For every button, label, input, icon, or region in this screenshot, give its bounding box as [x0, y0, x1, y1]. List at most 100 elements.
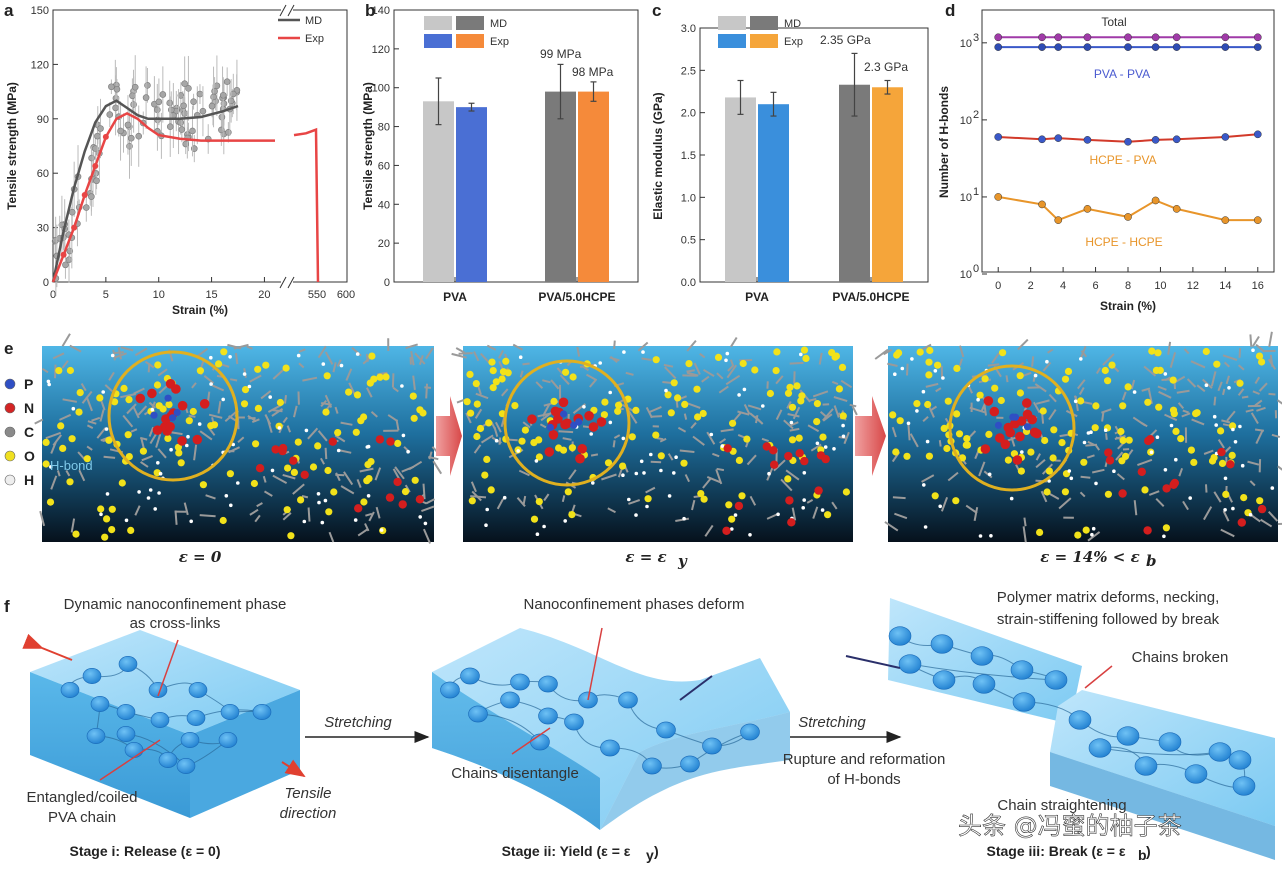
bond	[685, 414, 686, 420]
chart-a-xtick-label: 10	[153, 289, 165, 301]
bond	[1278, 400, 1282, 407]
atom-h	[536, 532, 540, 536]
nanophase-sphere	[539, 708, 558, 724]
chart-a-ytick-label: 120	[31, 59, 49, 71]
atom-h	[156, 461, 160, 465]
atom-o	[1040, 407, 1047, 414]
atom-n	[1015, 432, 1025, 442]
atom-o	[402, 488, 409, 495]
chart-d-point-hcpe-pva	[1055, 135, 1062, 142]
atom-o	[1217, 427, 1224, 434]
atom-o	[1074, 532, 1081, 539]
chart-a-legend-exp: Exp	[305, 33, 324, 45]
atom-h	[737, 393, 741, 397]
atom-o	[69, 435, 76, 442]
atom-o	[1005, 457, 1012, 464]
atom-h	[1164, 372, 1168, 376]
snapshot-3-caption: ε = 14% < ε	[1040, 548, 1139, 566]
atom-p	[575, 418, 582, 425]
atom-o	[59, 445, 66, 452]
chart-a-ytick-label: 60	[37, 168, 49, 180]
atom-n	[559, 398, 569, 408]
chart-a-ytick-label: 90	[37, 114, 49, 126]
atom-o	[287, 532, 294, 539]
atom-h	[400, 384, 404, 388]
atom-h	[495, 439, 499, 443]
atom-n	[551, 407, 561, 417]
atom-o	[565, 488, 572, 495]
chart-d-point-hcpe-hcpe	[1152, 197, 1159, 204]
chart-a-scatter-point	[88, 194, 94, 200]
chart-a-scatter-point	[220, 92, 226, 98]
bond	[1269, 332, 1272, 347]
atom-o	[186, 417, 193, 424]
atom-o	[893, 352, 900, 359]
atom-n	[1226, 460, 1234, 468]
atom-h	[640, 460, 644, 464]
atom-n	[376, 435, 384, 443]
atom-o	[1117, 428, 1124, 435]
atom-h	[641, 350, 645, 354]
atom-h	[710, 433, 714, 437]
atom-o	[1148, 348, 1155, 355]
nanophase-sphere	[531, 734, 550, 750]
nanophase-sphere	[1117, 727, 1139, 746]
chart-d-xtick-label: 8	[1125, 280, 1131, 292]
atom-o	[614, 408, 621, 415]
atom-o	[295, 439, 302, 446]
atom-h	[748, 533, 752, 537]
watermark: 头条 @冯蜜的柚子茶	[958, 812, 1182, 840]
chart-d-xtick-label: 6	[1092, 280, 1098, 292]
bond	[424, 387, 431, 388]
chart-c-ytick-label: 1.0	[681, 192, 696, 204]
chart-c-legend-swatch	[718, 34, 746, 48]
atom-o	[160, 405, 167, 412]
nanophase-sphere	[619, 692, 638, 708]
atom-o	[518, 438, 525, 445]
atom-o	[125, 396, 132, 403]
atom-h	[406, 450, 410, 454]
chart-c-ytick-label: 2.5	[681, 65, 696, 77]
atom-h	[682, 517, 686, 521]
atom-n	[386, 493, 394, 501]
atom-h	[642, 471, 646, 475]
nanophase-sphere	[1229, 751, 1251, 770]
stage-3-label: Polymer matrix deforms, necking,	[997, 589, 1220, 606]
atom-o	[481, 472, 488, 479]
atom-h	[485, 508, 489, 512]
bond	[1278, 466, 1282, 472]
chart-d-point-total	[995, 34, 1002, 41]
stage-3-caption-end: )	[1146, 843, 1151, 859]
atom-n	[177, 436, 187, 446]
atom-n	[289, 457, 297, 465]
tensile-arrow-left-icon	[42, 648, 72, 660]
bond	[1206, 484, 1207, 492]
atom-o	[1062, 376, 1069, 383]
chart-a-scatter-point	[62, 262, 68, 268]
atom-o	[291, 469, 298, 476]
chart-c-legend-swatch	[750, 16, 778, 30]
chart-a-xtick-label: 550	[308, 289, 326, 301]
nanophase-sphere	[117, 704, 135, 719]
bond	[1242, 397, 1248, 398]
atom-n	[814, 486, 822, 494]
atom-h	[938, 505, 942, 509]
atom-h	[503, 496, 507, 500]
chart-a-scatter-point	[224, 79, 230, 85]
chart-b-bar	[578, 92, 609, 282]
atom-o	[1119, 402, 1126, 409]
nanophase-sphere	[889, 627, 911, 646]
chart-d-label-hcpe-hcpe: HCPE - HCPE	[1085, 235, 1162, 249]
atom-o	[619, 463, 626, 470]
nanophase-sphere	[933, 671, 955, 690]
atom-h	[1170, 424, 1174, 428]
nanophase-sphere	[1013, 693, 1035, 712]
atom-legend-o-icon	[5, 451, 15, 461]
atom-o	[789, 436, 796, 443]
chart-b-legend-swatch	[456, 34, 484, 48]
atom-n	[549, 430, 559, 440]
atom-o	[1177, 435, 1184, 442]
nanophase-sphere	[151, 712, 169, 727]
atom-o	[241, 400, 248, 407]
